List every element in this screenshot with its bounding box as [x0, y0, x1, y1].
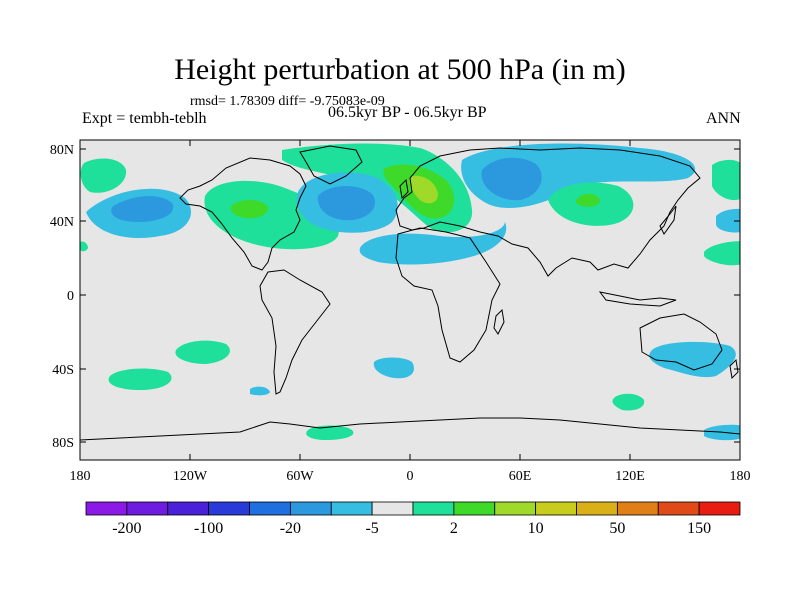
colorbar-swatch: [371, 501, 414, 516]
coast-uk: [399, 178, 409, 200]
contour-europe-inner: [409, 175, 438, 204]
coastlines: [80, 145, 740, 441]
contour-siberia-core: [481, 157, 542, 201]
colorbar-swatch: [698, 501, 741, 516]
contour-central-asia-core: [575, 193, 600, 207]
coast-eurasia: [395, 147, 701, 277]
colorbar-label: -100: [194, 520, 223, 537]
coast-indonesia: [598, 291, 677, 307]
colorbar-label: -200: [112, 520, 141, 537]
contour-south-atlantic-negative: [373, 357, 414, 379]
colorbar-swatch: [657, 501, 700, 516]
coast-africa: [395, 227, 501, 363]
colorbar-swatch: [412, 501, 455, 516]
lon-label-60w: 60W: [286, 469, 314, 484]
contour-antarctic-positive: [306, 425, 354, 440]
contour-north-pacific-core: [111, 196, 174, 222]
lat-label-80s: 80S: [52, 436, 74, 451]
latitude-axis: [80, 148, 740, 443]
colorbar-label: 50: [609, 520, 625, 537]
contour-north-atlantic-core: [317, 185, 376, 221]
lon-label-180w: 180: [70, 469, 91, 484]
contour-australia-negative: [649, 341, 736, 378]
coast-north-america: [179, 157, 307, 271]
colorbar-label: 150: [687, 520, 711, 537]
colorbar-swatch: [85, 501, 128, 516]
colorbar-label: -5: [365, 520, 378, 537]
colorbar-swatch: [167, 501, 210, 516]
coast-australia: [639, 313, 723, 371]
lat-label-40n: 40N: [50, 215, 74, 230]
contour-australia-positive: [612, 393, 645, 411]
rmsd-stats: rmsd= 1.78309 diff= -9.75083e-09: [190, 94, 385, 109]
contour-pacific-positive: [704, 241, 740, 266]
lon-label-180e: 180: [730, 469, 751, 484]
coast-antarctica: [80, 417, 740, 441]
colorbar-labels: -200 -100 -20 -5 2 10 50 150: [112, 520, 711, 537]
colorbar-swatch: [330, 501, 373, 516]
period-label: 06.5kyr BP - 06.5kyr BP: [328, 104, 487, 121]
longitude-axis: [79, 140, 741, 460]
colorbar: [85, 501, 741, 516]
colorbar-swatch: [616, 501, 659, 516]
contour-west-pacific-negative: [716, 208, 740, 233]
lon-label-0: 0: [407, 469, 414, 484]
colorbar-swatch: [453, 501, 496, 516]
colorbar-swatch: [249, 501, 291, 516]
contour-alaska-positive: [80, 158, 127, 193]
coast-south-america: [259, 269, 331, 395]
contour-drake-negative: [250, 386, 270, 396]
lat-label-0: 0: [67, 289, 74, 304]
colorbar-label: 2: [450, 520, 458, 537]
contour-north-america-core: [230, 199, 269, 219]
colorbar-label: 10: [528, 520, 544, 537]
coast-madagascar: [493, 308, 505, 335]
contour-east-siberia-positive: [712, 159, 740, 201]
colorbar-swatch: [535, 501, 577, 516]
contour-south-pacific-positive-2: [108, 368, 172, 390]
colorbar-swatch: [208, 501, 250, 516]
coast-new-zealand: [729, 358, 739, 380]
map-title: Height perturbation at 500 hPa (in m): [174, 53, 626, 86]
lat-label-80n: 80N: [50, 143, 74, 158]
lon-label-120w: 120W: [173, 469, 208, 484]
colorbar-swatch: [126, 501, 169, 516]
experiment-label: Expt = tembh-teblh: [82, 110, 207, 127]
lon-label-60e: 60E: [509, 469, 532, 484]
coast-japan: [659, 205, 677, 235]
lon-label-120e: 120E: [615, 469, 645, 484]
colorbar-swatch: [576, 501, 618, 516]
contour-south-pacific-positive-1: [175, 340, 230, 364]
colorbar-swatch: [289, 501, 332, 516]
contour-small-west-edge: [80, 241, 88, 252]
season-label: ANN: [706, 110, 741, 127]
lat-label-40s: 40S: [52, 363, 74, 378]
colorbar-swatch: [494, 501, 537, 516]
coast-greenland: [299, 145, 363, 185]
colorbar-label: -20: [280, 520, 301, 537]
